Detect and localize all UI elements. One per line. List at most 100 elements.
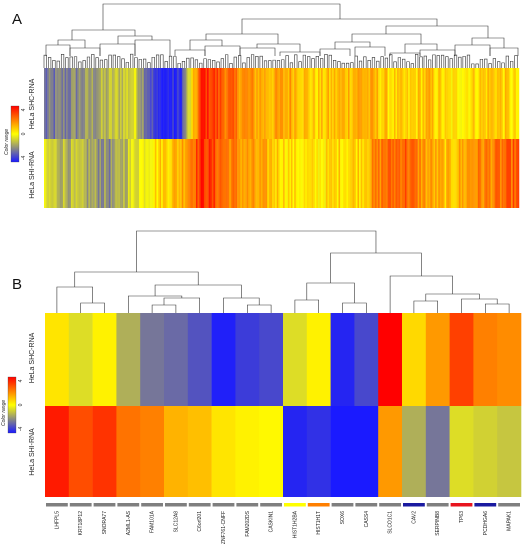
- dendro-fringe: [82, 60, 86, 68]
- heatmap-column: [373, 68, 376, 139]
- dendro-fringe: [177, 63, 181, 68]
- heatmap-column: [341, 68, 344, 139]
- heatmap-column: [74, 68, 76, 139]
- heatmap-column: [97, 68, 100, 139]
- heatmap-column: [229, 68, 232, 139]
- heatmap-column: [186, 139, 189, 208]
- heatmap-column: [69, 68, 72, 139]
- heatmap-column: [393, 68, 396, 139]
- heatmap-column: [279, 68, 282, 139]
- dendro-link: [419, 49, 456, 56]
- heatmap-cell: [259, 406, 284, 497]
- heatmap-column: [431, 68, 434, 139]
- heatmap-column: [482, 139, 485, 208]
- heatmap-column: [50, 68, 53, 139]
- heatmap-column: [316, 139, 319, 208]
- heatmap-column: [378, 139, 380, 208]
- heatmap-column: [373, 139, 376, 208]
- heatmap-column: [333, 68, 336, 139]
- heatmap-column: [135, 139, 138, 208]
- heatmap-column: [436, 139, 439, 208]
- heatmap-column: [284, 139, 287, 208]
- dendro-fringe: [415, 54, 419, 68]
- heatmap-cell: [330, 313, 355, 406]
- heatmap-column: [317, 139, 320, 208]
- heatmap-column: [316, 68, 319, 139]
- heatmap-column: [487, 68, 490, 139]
- heatmap-column: [221, 139, 224, 208]
- group-bar-segment: [498, 503, 520, 507]
- heatmap-column: [184, 68, 187, 139]
- heatmap-column: [313, 139, 315, 208]
- heatmap-column: [178, 139, 181, 208]
- heatmap-column: [344, 68, 347, 139]
- heatmap-column: [218, 139, 220, 208]
- heatmap-column: [210, 68, 213, 139]
- heatmap-column: [273, 68, 276, 139]
- heatmap-column: [511, 139, 513, 208]
- heatmap-column: [479, 68, 482, 139]
- heatmap-column: [123, 68, 125, 139]
- heatmap-column: [115, 68, 118, 139]
- heatmap-column: [196, 139, 198, 208]
- heatmap-column: [64, 139, 67, 208]
- heatmap-column: [245, 139, 247, 208]
- heatmap-column: [492, 139, 494, 208]
- heatmap-column: [61, 139, 64, 208]
- heatmap-column: [216, 68, 219, 139]
- heatmap-column: [207, 139, 209, 208]
- heatmap-column: [412, 139, 415, 208]
- dendro-link: [223, 297, 260, 313]
- heatmap-column: [56, 139, 59, 208]
- heatmap-column: [403, 139, 406, 208]
- heatmap-column: [80, 68, 83, 139]
- dendro-link: [454, 44, 491, 56]
- heatmap-column: [267, 139, 270, 208]
- heatmap-column: [392, 139, 395, 208]
- gene-label: CAV2: [411, 511, 417, 524]
- dendro-fringe: [99, 59, 104, 68]
- heatmap-column: [112, 139, 114, 208]
- heatmap-column: [89, 68, 92, 139]
- heatmap-column: [295, 139, 298, 208]
- heatmap-column: [264, 139, 266, 208]
- heatmap-column: [237, 139, 239, 208]
- heatmap-column: [422, 68, 425, 139]
- heatmap-column: [365, 68, 368, 139]
- heatmap-column: [390, 68, 393, 139]
- heatmap-column: [305, 139, 308, 208]
- heatmap-column: [329, 139, 331, 208]
- heatmap-column: [121, 68, 124, 139]
- dendro-link: [151, 304, 177, 313]
- dendro-fringe: [389, 54, 393, 68]
- group-bar-segment: [426, 503, 449, 507]
- heatmap-cell: [45, 406, 70, 497]
- heatmap-column: [352, 68, 355, 139]
- heatmap-column: [59, 139, 62, 208]
- panel-b-letter: B: [12, 276, 22, 293]
- gene-label: PCDHGA6: [483, 511, 489, 535]
- heatmap-column: [325, 139, 328, 208]
- heatmap-column: [512, 68, 515, 139]
- heatmap-column: [48, 68, 51, 139]
- heatmap-column: [314, 68, 317, 139]
- dendro-fringe: [311, 58, 315, 68]
- heatmap-column: [77, 68, 80, 139]
- heatmap-cell: [425, 313, 450, 406]
- heatmap-column: [346, 68, 349, 139]
- heatmap-column: [346, 139, 349, 208]
- dendro-fringe: [358, 60, 363, 68]
- panel-b-legend-bar: [7, 376, 17, 434]
- heatmap-column: [335, 68, 338, 139]
- heatmap-column: [298, 139, 301, 208]
- heatmap-column: [514, 139, 517, 208]
- heatmap-column: [327, 68, 330, 139]
- heatmap-column: [360, 139, 363, 208]
- heatmap-column: [300, 139, 303, 208]
- heatmap-column: [424, 68, 426, 139]
- heatmap-column: [70, 139, 73, 208]
- heatmap-column: [446, 68, 448, 139]
- heatmap-column: [405, 68, 407, 139]
- dendro-fringe: [168, 55, 173, 68]
- heatmap-column: [237, 68, 239, 139]
